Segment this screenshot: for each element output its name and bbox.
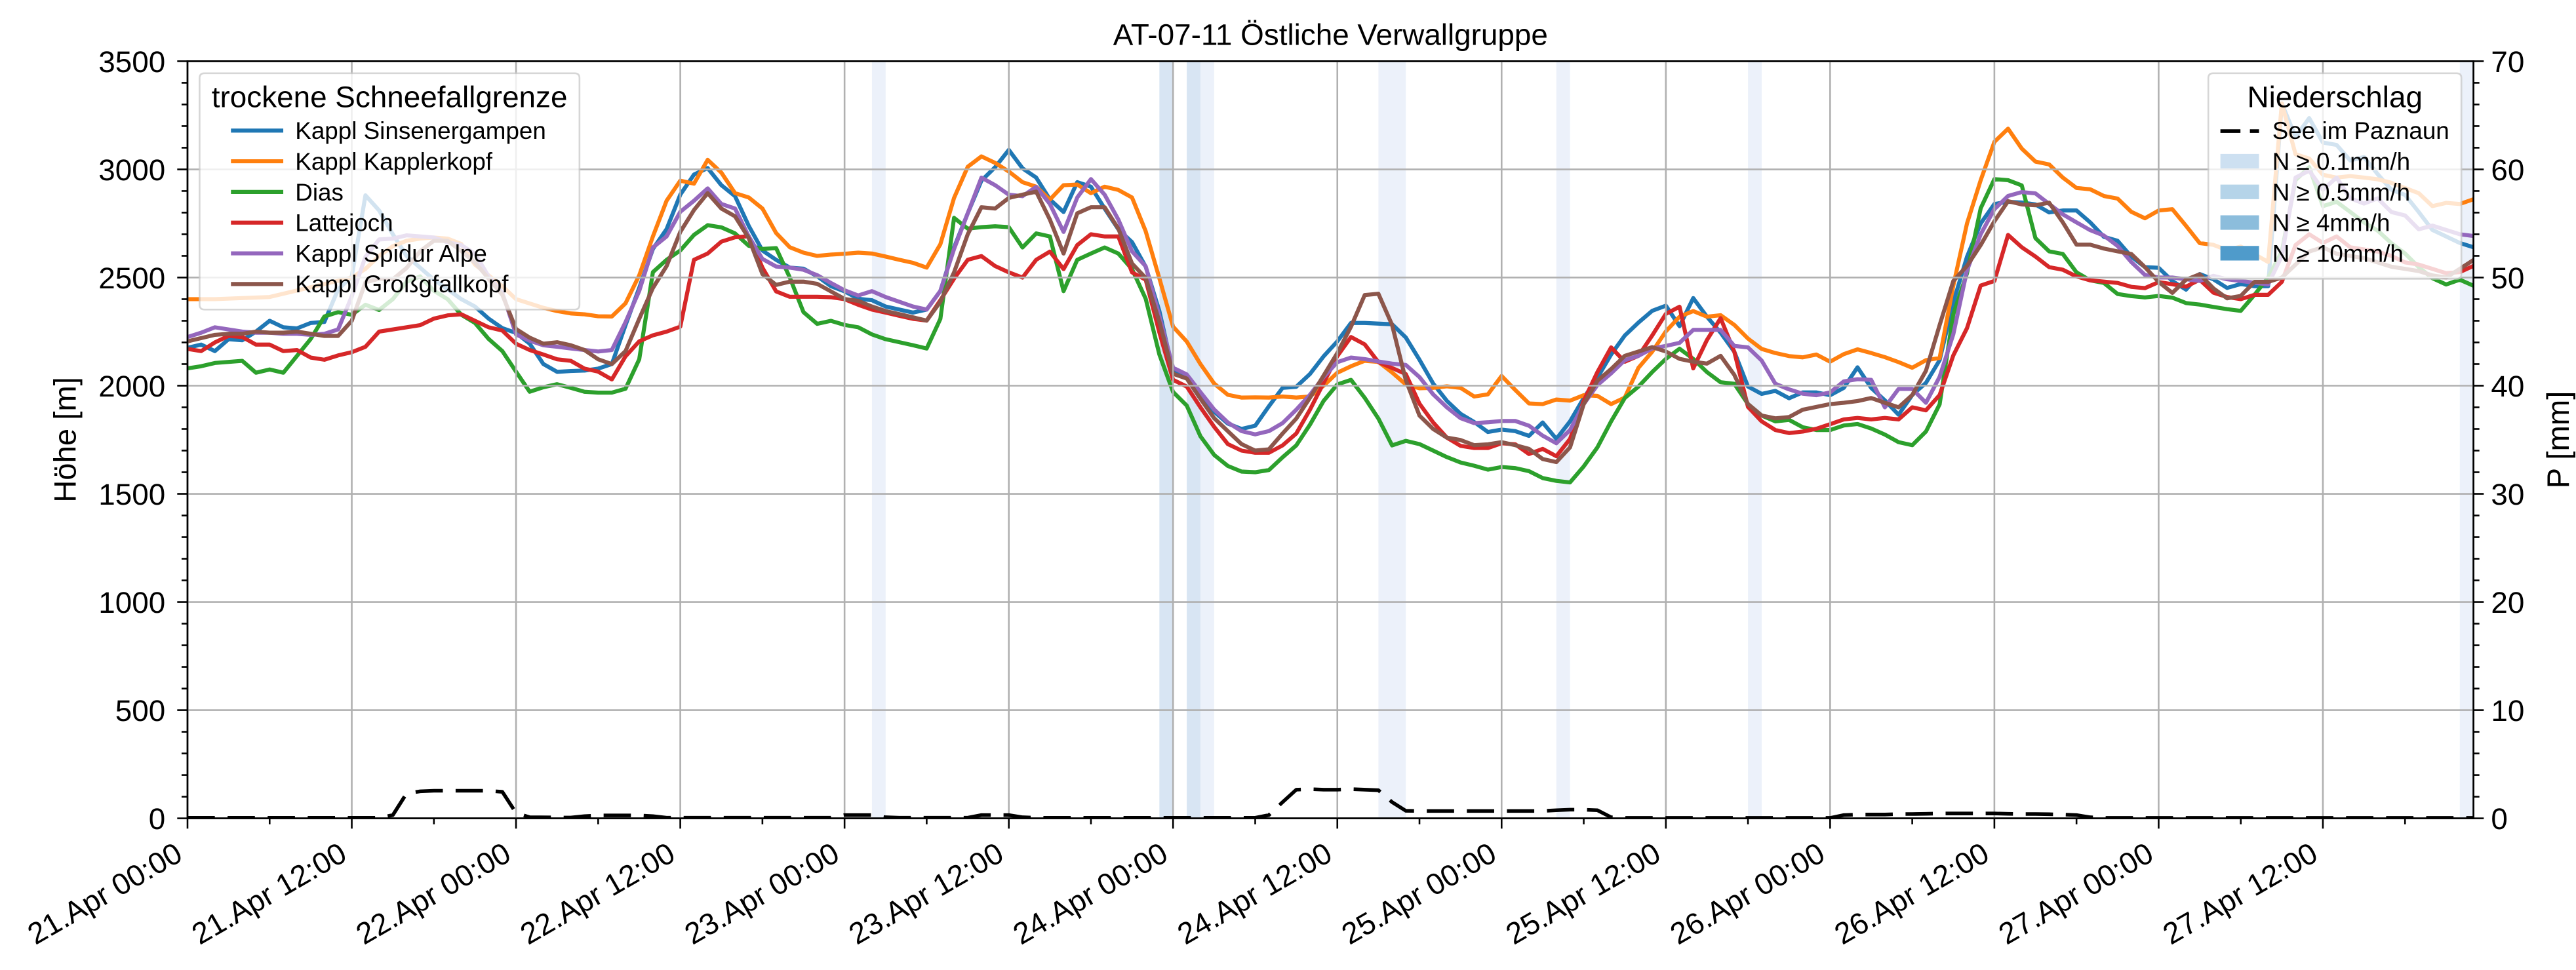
svg-text:N ≥ 0.1mm/h: N ≥ 0.1mm/h — [2272, 148, 2410, 175]
svg-text:Kappl Kapplerkopf: Kappl Kapplerkopf — [295, 148, 492, 175]
svg-text:trockene Schneefallgrenze: trockene Schneefallgrenze — [212, 80, 568, 113]
svg-text:Lattejoch: Lattejoch — [295, 210, 393, 237]
svg-text:50: 50 — [2491, 262, 2524, 295]
svg-text:10: 10 — [2491, 694, 2524, 728]
svg-text:Kappl Großgfallkopf: Kappl Großgfallkopf — [295, 271, 509, 298]
svg-text:20: 20 — [2491, 586, 2524, 619]
svg-text:N ≥ 4mm/h: N ≥ 4mm/h — [2272, 210, 2390, 237]
svg-text:Dias: Dias — [295, 179, 344, 206]
svg-text:1000: 1000 — [98, 586, 165, 619]
svg-text:3000: 3000 — [98, 153, 165, 187]
svg-text:3500: 3500 — [98, 45, 165, 79]
svg-text:AT-07-11 Östliche Verwallgrupp: AT-07-11 Östliche Verwallgruppe — [1113, 18, 1548, 51]
svg-text:Höhe [m]: Höhe [m] — [48, 377, 83, 503]
svg-text:Kappl Sinsenergampen: Kappl Sinsenergampen — [295, 117, 546, 144]
svg-text:1500: 1500 — [98, 478, 165, 511]
svg-text:30: 30 — [2491, 478, 2524, 511]
svg-text:2500: 2500 — [98, 262, 165, 295]
svg-text:N ≥ 10mm/h: N ≥ 10mm/h — [2272, 240, 2404, 267]
svg-text:500: 500 — [115, 694, 165, 728]
svg-text:0: 0 — [2491, 802, 2508, 836]
svg-text:40: 40 — [2491, 370, 2524, 403]
svg-text:60: 60 — [2491, 153, 2524, 187]
svg-text:2000: 2000 — [98, 370, 165, 403]
svg-text:Niederschlag: Niederschlag — [2247, 80, 2422, 113]
svg-text:N ≥ 0.5mm/h: N ≥ 0.5mm/h — [2272, 179, 2410, 206]
svg-text:Kappl Spidur Alpe: Kappl Spidur Alpe — [295, 240, 487, 267]
svg-text:70: 70 — [2491, 45, 2524, 79]
svg-text:See im Paznaun: See im Paznaun — [2272, 117, 2449, 144]
svg-text:P [mm]: P [mm] — [2541, 391, 2576, 489]
svg-text:0: 0 — [149, 802, 166, 836]
